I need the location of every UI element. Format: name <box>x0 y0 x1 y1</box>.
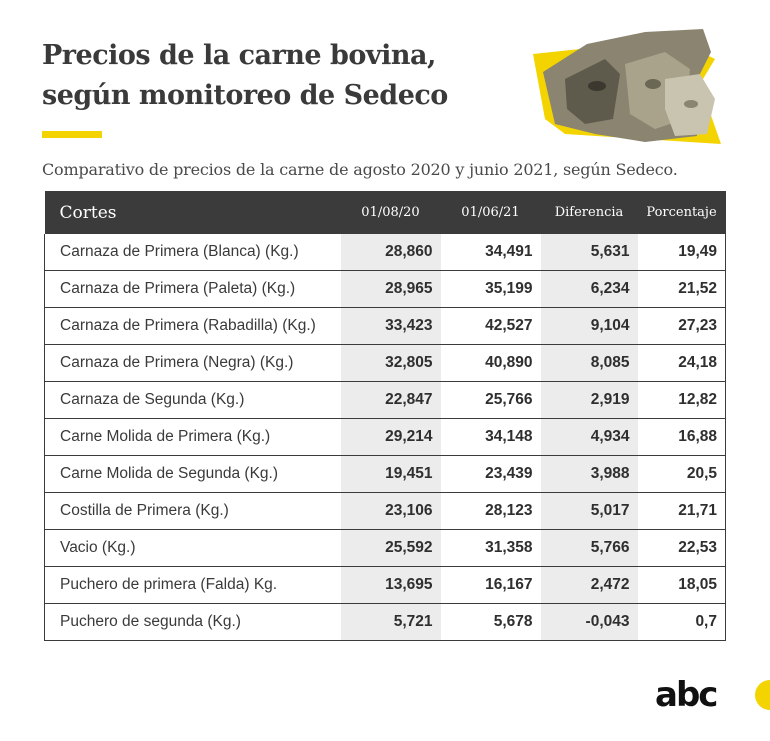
brand-dot <box>755 680 770 710</box>
cattle-photo-icon <box>533 29 721 144</box>
cell-price-2020: 28,860 <box>340 234 441 271</box>
cell-corte: Carnaza de Primera (Rabadilla) (Kg.) <box>44 307 341 345</box>
cell-price-2021: 35,199 <box>440 270 541 308</box>
cell-price-2021: 23,439 <box>440 455 541 493</box>
cell-price-2021: 16,167 <box>440 566 541 604</box>
cell-price-2020: 23,106 <box>340 492 441 530</box>
header-date-2020: 01/08/20 <box>340 191 441 234</box>
cell-price-2020: 22,847 <box>340 381 441 419</box>
cell-diferencia: 2,472 <box>540 566 638 604</box>
cell-price-2021: 28,123 <box>440 492 541 530</box>
cell-diferencia: -0,043 <box>540 603 638 641</box>
cell-porcentaje: 27,23 <box>637 307 726 345</box>
cell-price-2020: 5,721 <box>340 603 441 641</box>
cell-porcentaje: 18,05 <box>637 566 726 604</box>
header-porcentaje: Porcentaje <box>637 191 726 234</box>
cell-diferencia: 6,234 <box>540 270 638 308</box>
cell-price-2020: 33,423 <box>340 307 441 345</box>
cell-porcentaje: 21,71 <box>637 492 726 530</box>
cell-price-2021: 34,491 <box>440 234 541 271</box>
cell-price-2020: 25,592 <box>340 529 441 567</box>
cell-corte: Costilla de Primera (Kg.) <box>44 492 341 530</box>
cell-price-2020: 19,451 <box>340 455 441 493</box>
cell-porcentaje: 19,49 <box>637 234 726 271</box>
cell-corte: Puchero de segunda (Kg.) <box>44 603 341 641</box>
cell-diferencia: 5,017 <box>540 492 638 530</box>
header-date-2021: 01/06/21 <box>440 191 541 234</box>
cell-corte: Carne Molida de Primera (Kg.) <box>44 418 341 456</box>
table-row: Carne Molida de Primera (Kg.) 29,214 34,… <box>44 418 726 456</box>
cell-diferencia: 8,085 <box>540 344 638 382</box>
table-row: Carnaza de Primera (Rabadilla) (Kg.) 33,… <box>44 307 726 345</box>
prices-table: Cortes 01/08/20 01/06/21 Diferencia Porc… <box>44 191 726 641</box>
page-title: Precios de la carne bovina, según monito… <box>42 36 512 116</box>
cell-corte: Puchero de primera (Falda) Kg. <box>44 566 341 604</box>
cell-corte: Carne Molida de Segunda (Kg.) <box>44 455 341 493</box>
table-row: Carnaza de Primera (Paleta) (Kg.) 28,965… <box>44 270 726 308</box>
table-row: Carnaza de Primera (Negra) (Kg.) 32,805 … <box>44 344 726 382</box>
cell-porcentaje: 16,88 <box>637 418 726 456</box>
cell-diferencia: 2,919 <box>540 381 638 419</box>
cell-price-2020: 29,214 <box>340 418 441 456</box>
cell-porcentaje: 12,82 <box>637 381 726 419</box>
cell-porcentaje: 22,53 <box>637 529 726 567</box>
cell-corte: Carnaza de Primera (Negra) (Kg.) <box>44 344 341 382</box>
table-row: Puchero de segunda (Kg.) 5,721 5,678 -0,… <box>44 603 726 641</box>
table-row: Vacio (Kg.) 25,592 31,358 5,766 22,53 <box>44 529 726 567</box>
header-cortes: Cortes <box>44 191 341 234</box>
cell-price-2021: 34,148 <box>440 418 541 456</box>
table-row: Carne Molida de Segunda (Kg.) 19,451 23,… <box>44 455 726 493</box>
title-line-1: Precios de la carne bovina, <box>42 40 436 71</box>
cell-diferencia: 4,934 <box>540 418 638 456</box>
cell-diferencia: 5,631 <box>540 234 638 271</box>
header-diferencia: Diferencia <box>540 191 638 234</box>
abc-logo-text: abc <box>655 675 716 715</box>
subtitle: Comparativo de precios de la carne de ag… <box>42 160 678 179</box>
cell-price-2021: 40,890 <box>440 344 541 382</box>
cell-diferencia: 9,104 <box>540 307 638 345</box>
cell-price-2021: 25,766 <box>440 381 541 419</box>
table-header-row: Cortes 01/08/20 01/06/21 Diferencia Porc… <box>44 191 726 234</box>
cell-porcentaje: 21,52 <box>637 270 726 308</box>
table-row: Costilla de Primera (Kg.) 23,106 28,123 … <box>44 492 726 530</box>
cell-corte: Vacio (Kg.) <box>44 529 341 567</box>
abc-logo: abc <box>655 675 718 715</box>
table-row: Puchero de primera (Falda) Kg. 13,695 16… <box>44 566 726 604</box>
cell-price-2020: 28,965 <box>340 270 441 308</box>
cell-diferencia: 5,766 <box>540 529 638 567</box>
cell-corte: Carnaza de Primera (Paleta) (Kg.) <box>44 270 341 308</box>
cell-porcentaje: 0,7 <box>637 603 726 641</box>
cell-corte: Carnaza de Primera (Blanca) (Kg.) <box>44 234 341 271</box>
table-row: Carnaza de Segunda (Kg.) 22,847 25,766 2… <box>44 381 726 419</box>
cell-porcentaje: 24,18 <box>637 344 726 382</box>
cell-porcentaje: 20,5 <box>637 455 726 493</box>
title-line-2: según monitoreo de Sedeco <box>42 80 448 111</box>
cell-price-2021: 31,358 <box>440 529 541 567</box>
cell-diferencia: 3,988 <box>540 455 638 493</box>
cell-price-2021: 5,678 <box>440 603 541 641</box>
accent-bar <box>42 131 102 138</box>
cell-price-2020: 32,805 <box>340 344 441 382</box>
cell-price-2020: 13,695 <box>340 566 441 604</box>
cell-corte: Carnaza de Segunda (Kg.) <box>44 381 341 419</box>
table-row: Carnaza de Primera (Blanca) (Kg.) 28,860… <box>44 234 726 271</box>
cell-price-2021: 42,527 <box>440 307 541 345</box>
